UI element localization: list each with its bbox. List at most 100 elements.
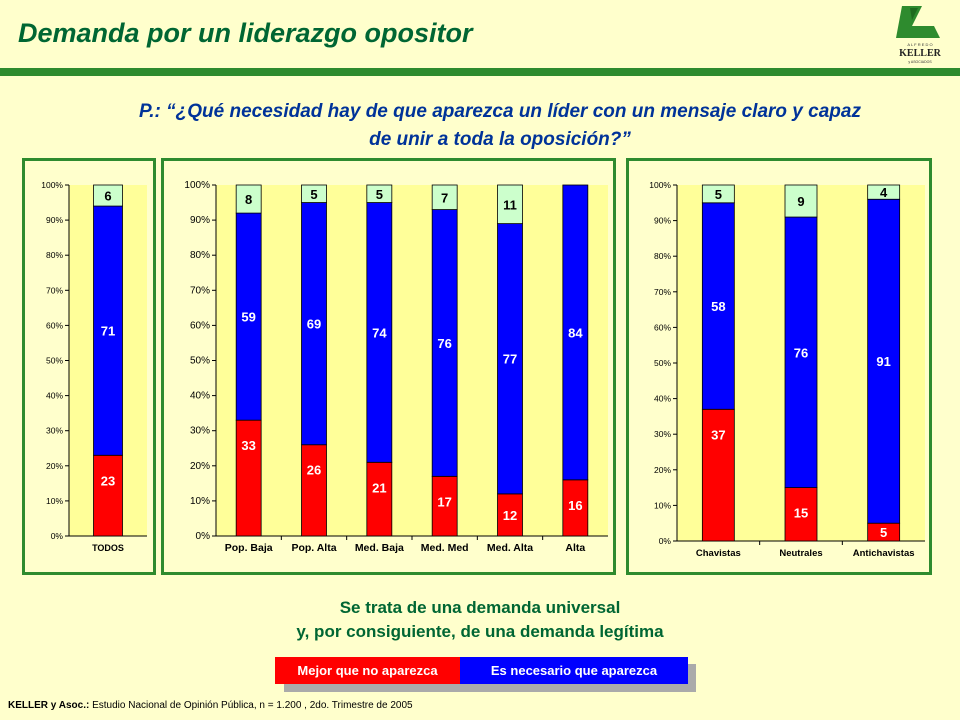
y-tick-label: 60%: [190, 320, 210, 331]
y-tick-label: 100%: [41, 180, 63, 190]
y-tick-label: 20%: [654, 465, 671, 475]
chart-total-svg: 0% 10% 20% 30% 40% 50% 60% 70% 80% 90% 100% 23 71 6 TO…: [41, 180, 147, 553]
chart-political: 0% 10% 20% 30% 40% 50% 60% 70% 80% 90% 100% 37 58 5 Ch…: [626, 158, 932, 575]
y-tick-label: 40%: [654, 394, 671, 404]
y-tick-label: 100%: [184, 180, 210, 191]
y-tick-label: 50%: [654, 358, 671, 368]
y-tick-label: 20%: [190, 461, 210, 472]
bar-segment-neutrales-3: [784, 184, 818, 218]
y-tick-label: 40%: [190, 391, 210, 402]
y-tick-label: 50%: [46, 356, 63, 366]
logo-sub: y ASOCIADOS: [908, 60, 932, 64]
x-category-label: Chavistas: [696, 548, 741, 559]
chart-political-svg: 0% 10% 20% 30% 40% 50% 60% 70% 80% 90% 100% 37 58 5 Ch…: [649, 180, 925, 559]
x-category-label: Med. Med: [421, 542, 469, 554]
y-tick-label: 40%: [46, 391, 63, 401]
y-tick-label: 90%: [46, 215, 63, 225]
conclusion-text: Se trata de una demanda universal y, por…: [180, 596, 780, 644]
bar-segment-todos-2: [93, 205, 123, 456]
y-tick-label: 90%: [190, 215, 210, 226]
y-tick-label: 80%: [190, 250, 210, 261]
data-label: 37: [711, 427, 725, 442]
data-label: 17: [437, 494, 451, 509]
y-tick-label: 30%: [46, 426, 63, 436]
y-tick-label: 70%: [190, 285, 210, 296]
question-line-1: P.: “¿Qué necesidad hay de que aparezca …: [139, 101, 861, 122]
data-label: 5: [715, 187, 722, 202]
x-category-label: TODOS: [92, 543, 124, 553]
y-tick-label: 80%: [654, 251, 671, 261]
y-tick-label: 80%: [46, 250, 63, 260]
bar-segment-med-alta-2: [497, 223, 523, 495]
data-label: 33: [241, 438, 255, 453]
data-label: 91: [876, 354, 890, 369]
bar-segment-todos-3: [93, 184, 123, 207]
data-label: 5: [376, 187, 383, 202]
y-tick-label: 30%: [190, 426, 210, 437]
x-category-label: Med. Alta: [487, 542, 533, 554]
bar-segment-med-baja-1: [366, 461, 393, 537]
bar-segment-med-baja-3: [366, 184, 393, 203]
y-tick-label: 10%: [46, 496, 63, 506]
data-label: 77: [503, 352, 517, 367]
data-label: 21: [372, 480, 386, 495]
legend-item-es-necesario: Es necesario que aparezca: [460, 657, 688, 684]
data-label: 9: [797, 194, 804, 209]
bar-segment-chavistas-3: [701, 184, 735, 204]
chart-nse-svg: 0% 10% 20% 30% 40% 50% 60% 70% 80% 90% 100% 33 59 8 Po…: [184, 180, 608, 554]
chart-total: 0% 10% 20% 30% 40% 50% 60% 70% 80% 90% 100% 23 71 6 TO…: [22, 158, 156, 575]
footer-source-bold: KELLER y Asoc.:: [8, 700, 90, 711]
y-tick-label: 100%: [649, 180, 671, 190]
data-label: 76: [794, 345, 808, 360]
footer-source-text: Estudio Nacional de Opinión Pública, n =…: [89, 700, 413, 711]
y-tick-label: 30%: [654, 429, 671, 439]
x-category-label: Antichavistas: [853, 548, 915, 559]
chart-nse: 0% 10% 20% 30% 40% 50% 60% 70% 80% 90% 100% 33 59 8 Po…: [161, 158, 616, 575]
bar-segment-neutrales-1: [784, 487, 818, 542]
y-tick-label: 90%: [654, 216, 671, 226]
data-label: 71: [101, 324, 115, 339]
data-label: 26: [307, 463, 321, 478]
y-tick-label: 0%: [51, 531, 64, 541]
y-tick-label: 60%: [654, 322, 671, 332]
bar-segment-pop-alta-3: [301, 184, 327, 203]
data-label: 15: [794, 506, 808, 521]
data-label: 4: [880, 185, 888, 200]
y-tick-label: 0%: [196, 531, 211, 542]
data-label: 59: [241, 310, 255, 325]
bar-segment-chavistas-1: [701, 408, 735, 542]
logo-name: KELLER: [899, 48, 941, 59]
logo-top-text: A L F R E D O: [907, 42, 932, 47]
data-label: 5: [310, 187, 317, 202]
conclusion-line-2: y, por consiguiente, de una demanda legí…: [296, 622, 664, 641]
legend: Mejor que no aparezca Es necesario que a…: [275, 657, 688, 684]
y-tick-label: 50%: [190, 356, 210, 367]
bar-segment-pop-alta-2: [301, 202, 327, 446]
source-footer: KELLER y Asoc.: Estudio Nacional de Opin…: [8, 700, 413, 711]
data-label: 76: [437, 336, 451, 351]
data-label: 12: [503, 508, 517, 523]
conclusion-line-1: Se trata de una demanda universal: [339, 598, 621, 617]
x-category-label: Alta: [565, 542, 585, 554]
data-label: 69: [307, 317, 321, 332]
bar-segment-antichavistas-3: [867, 184, 901, 200]
y-tick-label: 60%: [46, 320, 63, 330]
data-label: 58: [711, 299, 725, 314]
y-tick-label: 10%: [654, 500, 671, 510]
bar-segment-pop-baja-3: [235, 184, 262, 214]
question-text: P.: “¿Qué necesidad hay de que aparezca …: [80, 98, 920, 154]
bar-segment-med-baja-2: [366, 202, 393, 463]
bar-segment-med-alta-1: [497, 493, 523, 537]
y-tick-label: 20%: [46, 461, 63, 471]
question-line-2: de unir a toda la oposición?”: [369, 129, 631, 150]
data-label: 5: [880, 525, 887, 540]
data-label: 23: [101, 473, 115, 488]
bar-segment-antichavistas-2: [867, 198, 901, 524]
page-title: Demanda por un liderazgo opositor: [18, 18, 473, 48]
keller-logo: A L F R E D O KELLER y ASOCIADOS: [888, 4, 952, 66]
bar-segment-pop-baja-1: [235, 419, 262, 537]
y-tick-label: 0%: [659, 536, 672, 546]
x-category-label: Pop. Baja: [225, 542, 273, 554]
y-tick-label: 70%: [46, 285, 63, 295]
y-tick-label: 10%: [190, 496, 210, 507]
